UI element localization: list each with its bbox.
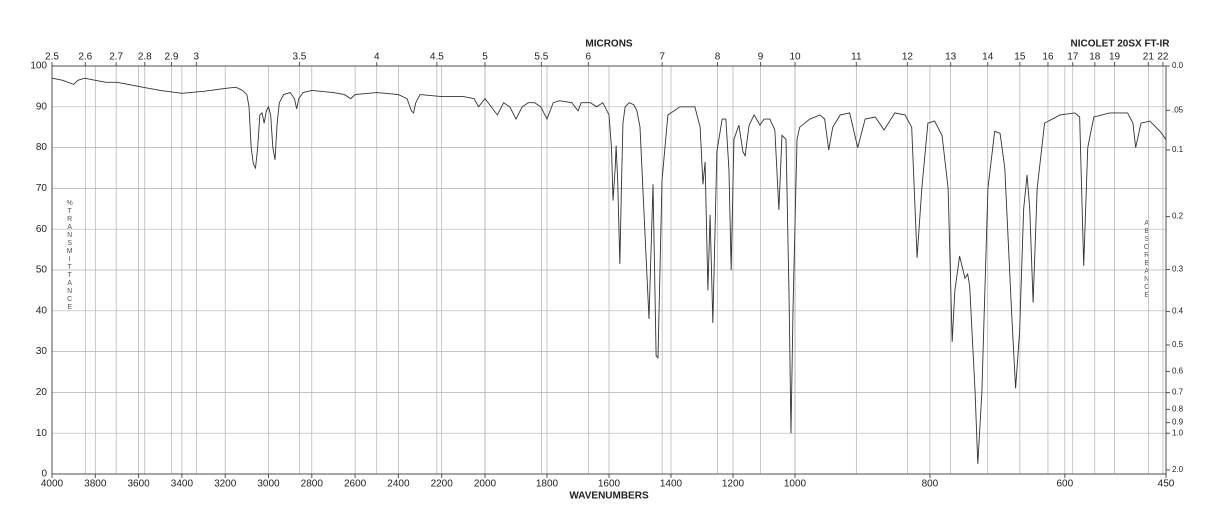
- x-tick-label: 3000: [257, 479, 280, 490]
- x2-tick-label: 2.5: [45, 52, 59, 63]
- x-tick-label: 1800: [536, 479, 559, 490]
- x2-tick-label: 2.8: [138, 52, 152, 63]
- x2-tick-label: 21: [1143, 52, 1155, 63]
- spectrum-line: [51, 77, 1167, 464]
- x2-tick-label: 22: [1157, 52, 1169, 63]
- x-tick-label: 3400: [171, 479, 194, 490]
- x2-tick-label: 15: [1014, 52, 1026, 63]
- y-tick-label: 100: [30, 61, 47, 72]
- y-tick-label: 60: [36, 224, 48, 235]
- x-tick-label: 2800: [301, 479, 324, 490]
- x-tick-label: 800: [922, 479, 939, 490]
- y-tick-label: 30: [36, 346, 48, 357]
- x2-tick-label: 3.5: [292, 52, 306, 63]
- x2-tick-label: 3: [194, 52, 200, 63]
- x-tick-label: 4000: [41, 479, 64, 490]
- y2-tick-label: 0.0: [1172, 61, 1184, 70]
- y-axis-label: %TRANSMITTANCE: [66, 200, 73, 312]
- y-tick-label: 0: [41, 469, 47, 480]
- x2-tick-label: 10: [789, 52, 801, 63]
- x2-tick-label: 13: [945, 52, 957, 63]
- x2-tick-label: 19: [1109, 52, 1121, 63]
- y-tick-label: 90: [36, 101, 48, 112]
- y2-tick-label: 2.0: [1172, 465, 1184, 474]
- x-tick-label: 2600: [344, 479, 367, 490]
- x-tick-label: 1600: [598, 479, 621, 490]
- y2-tick-label: 0.2: [1172, 212, 1184, 221]
- y-tick-label: 10: [36, 428, 48, 439]
- y2-tick-label: .05: [1172, 105, 1184, 114]
- x-tick-label: 2400: [387, 479, 410, 490]
- x2-tick-label: 4: [374, 52, 380, 63]
- y2-axis-label: ABSORBANCE: [1143, 220, 1150, 300]
- x2-axis-label: MICRONS: [585, 39, 633, 50]
- x-tick-label: 1200: [722, 479, 745, 490]
- plot-frame: [51, 65, 1167, 475]
- x2-tick-label: 4.5: [430, 52, 444, 63]
- x-axis-label: WAVENUMBERS: [569, 491, 649, 502]
- y2-tick-label: 0.6: [1172, 367, 1184, 376]
- x2-tick-label: 14: [982, 52, 994, 63]
- x2-tick-label: 18: [1089, 52, 1101, 63]
- x-tick-label: 2000: [474, 479, 497, 490]
- chart-title: NICOLET 20SX FT-IR: [1071, 39, 1171, 50]
- x2-tick-label: 9: [758, 52, 764, 63]
- x-tick-label: 600: [1056, 479, 1073, 490]
- y-tick-label: 50: [36, 265, 48, 276]
- x2-tick-label: 16: [1042, 52, 1054, 63]
- x-tick-label: 1000: [784, 479, 807, 490]
- y2-tick-label: 0.4: [1172, 307, 1184, 316]
- y2-tick-label: 0.3: [1172, 265, 1184, 274]
- x-tick-label: 3600: [127, 479, 150, 490]
- x2-tick-label: 2.6: [78, 52, 92, 63]
- x2-tick-label: 17: [1067, 52, 1079, 63]
- y2-tick-label: 1.0: [1172, 428, 1184, 437]
- x-tick-label: 2200: [431, 479, 454, 490]
- x2-tick-label: 5.5: [534, 52, 548, 63]
- y-tick-label: 70: [36, 183, 48, 194]
- x2-tick-label: 2.9: [164, 52, 178, 63]
- y2-tick-label: 0.5: [1172, 340, 1184, 349]
- y2-tick-label: 0.7: [1172, 388, 1184, 397]
- y2-tick-label: 0.8: [1172, 404, 1184, 413]
- y-tick-label: 20: [36, 387, 48, 398]
- x2-tick-label: 12: [902, 52, 914, 63]
- x2-tick-label: 6: [586, 52, 592, 63]
- y2-tick-label: 0.9: [1172, 418, 1184, 427]
- x2-tick-label: 5: [482, 52, 488, 63]
- y-tick-label: 40: [36, 305, 48, 316]
- x-tick-label: 3800: [84, 479, 107, 490]
- x-tick-label: 450: [1158, 479, 1175, 490]
- x-tick-label: 3200: [214, 479, 237, 490]
- x-tick-label: 1400: [660, 479, 683, 490]
- x2-tick-label: 11: [851, 52, 862, 63]
- y-tick-label: 80: [36, 142, 48, 153]
- x2-tick-label: 2.7: [109, 52, 123, 63]
- y2-tick-label: 0.1: [1172, 145, 1184, 154]
- x2-tick-label: 8: [715, 52, 721, 63]
- x2-tick-label: 7: [659, 52, 665, 63]
